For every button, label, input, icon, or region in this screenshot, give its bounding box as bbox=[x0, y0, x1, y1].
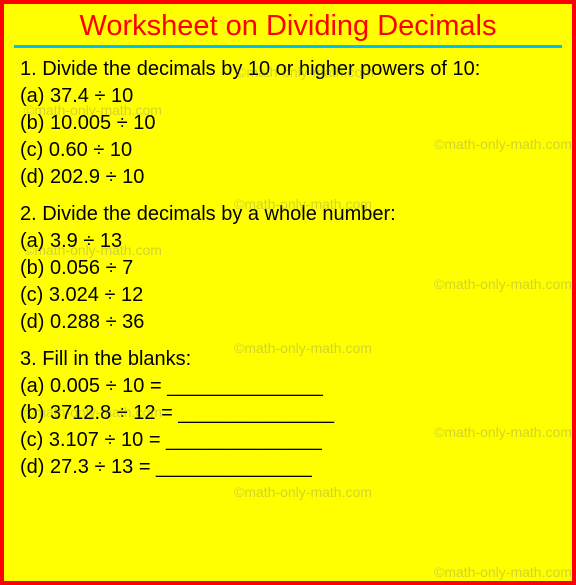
worksheet-item: (a) 3.9 ÷ 13 bbox=[20, 230, 556, 253]
watermark-text: ©math-only-math.com bbox=[234, 484, 372, 500]
section-prompt: 2. Divide the decimals by a whole number… bbox=[20, 203, 556, 226]
title-divider bbox=[14, 45, 562, 48]
section-1: 1. Divide the decimals by 10 or higher p… bbox=[20, 58, 556, 189]
worksheet-item: (b) 3712.8 ÷ 12 = ______________ bbox=[20, 402, 556, 425]
worksheet-item: (c) 0.60 ÷ 10 bbox=[20, 139, 556, 162]
worksheet-item: (d) 0.288 ÷ 36 bbox=[20, 311, 556, 334]
worksheet-title: Worksheet on Dividing Decimals bbox=[20, 10, 556, 43]
worksheet-item: (c) 3.107 ÷ 10 = ______________ bbox=[20, 429, 556, 452]
section-2: 2. Divide the decimals by a whole number… bbox=[20, 203, 556, 334]
section-prompt: 1. Divide the decimals by 10 or higher p… bbox=[20, 58, 556, 81]
section-prompt: 3. Fill in the blanks: bbox=[20, 348, 556, 371]
worksheet-item: (a) 0.005 ÷ 10 = ______________ bbox=[20, 375, 556, 398]
sections-container: 1. Divide the decimals by 10 or higher p… bbox=[20, 58, 556, 479]
worksheet-container: Worksheet on Dividing Decimals 1. Divide… bbox=[0, 0, 576, 585]
worksheet-item: (c) 3.024 ÷ 12 bbox=[20, 284, 556, 307]
section-3: 3. Fill in the blanks: (a) 0.005 ÷ 10 = _… bbox=[20, 348, 556, 479]
worksheet-item: (b) 0.056 ÷ 7 bbox=[20, 257, 556, 280]
worksheet-item: (a) 37.4 ÷ 10 bbox=[20, 85, 556, 108]
worksheet-item: (d) 27.3 ÷ 13 = ______________ bbox=[20, 456, 556, 479]
worksheet-item: (d) 202.9 ÷ 10 bbox=[20, 166, 556, 189]
watermark-text: ©math-only-math.com bbox=[434, 564, 572, 580]
worksheet-item: (b) 10.005 ÷ 10 bbox=[20, 112, 556, 135]
